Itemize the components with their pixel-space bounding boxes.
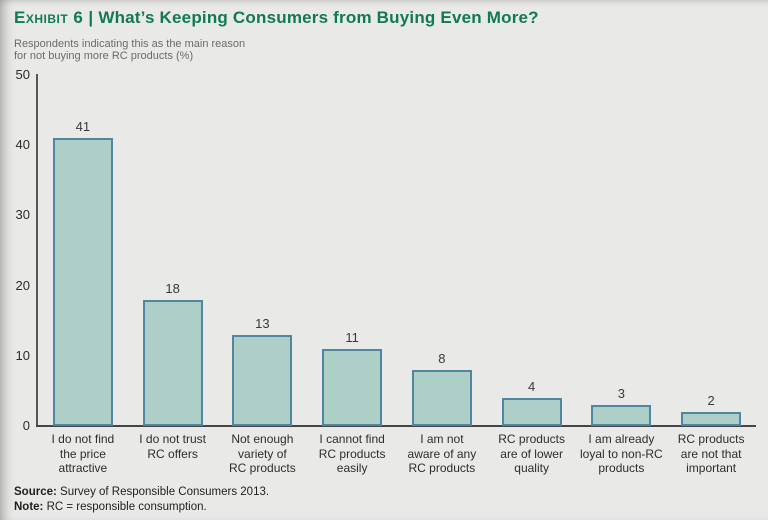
- bar-value-label: 4: [528, 378, 536, 394]
- note-label: Note:: [14, 500, 44, 513]
- bar-column: 13: [218, 75, 308, 426]
- bar: [322, 348, 383, 426]
- bar-column: 8: [397, 75, 487, 426]
- source-text: Survey of Responsible Consumers 2013.: [56, 486, 270, 498]
- category-label: I am not aware of any RC products: [407, 432, 477, 475]
- note-line: Note: RC = responsible consumption.: [14, 500, 269, 515]
- category-label: Not enough variety of RC products: [229, 432, 296, 475]
- source-line: Source: Survey of Responsible Consumers …: [14, 485, 269, 500]
- y-tick-label: 10: [15, 347, 30, 363]
- bar: [232, 334, 293, 426]
- bar-column: 3: [577, 75, 667, 426]
- x-axis-line: [36, 425, 756, 427]
- category-label: I do not trust RC offers: [139, 432, 206, 461]
- bar-column: 41: [38, 75, 128, 426]
- bar-column: 2: [666, 75, 756, 426]
- y-tick-label: 30: [15, 207, 30, 223]
- category-label: I do not find the price attractive: [51, 432, 115, 475]
- category-label: I am already loyal to non-RC products: [580, 432, 663, 475]
- exhibit-label: Exhibit 6: [14, 8, 84, 27]
- bar-value-label: 13: [255, 315, 270, 331]
- bar: [501, 397, 562, 426]
- chart-footnotes: Source: Survey of Responsible Consumers …: [14, 485, 269, 514]
- chart-subtitle: Respondents indicating this as the main …: [14, 38, 246, 62]
- category-label: RC products are not that important: [677, 432, 745, 475]
- y-tick-label: 40: [15, 137, 30, 153]
- note-text: RC = responsible consumption.: [43, 500, 207, 513]
- category-label: I cannot find RC products easily: [318, 432, 386, 475]
- category-labels: I do not find the price attractive I do n…: [38, 432, 756, 476]
- bar-value-label: 41: [75, 119, 91, 135]
- bar-column: 11: [307, 75, 397, 426]
- bar: [681, 411, 742, 426]
- chart-subtitle-line1: Respondents indicating this as the main …: [14, 38, 246, 50]
- bar-column: 18: [128, 75, 218, 426]
- y-tick-label: 50: [15, 67, 30, 82]
- bar-value-label: 18: [165, 280, 180, 296]
- bar-value-label: 2: [707, 392, 715, 408]
- y-tick-label: 0: [22, 418, 30, 433]
- bar: [411, 369, 472, 426]
- title-text: What’s Keeping Consumers from Buying Eve…: [98, 8, 539, 27]
- bar-value-label: 11: [345, 329, 359, 345]
- bar: [142, 299, 203, 426]
- chart-subtitle-line2: for not buying more RC products (%): [14, 49, 194, 62]
- page-title: Exhibit 6 | What’s Keeping Consumers from …: [14, 8, 539, 28]
- bar: [591, 404, 652, 426]
- category-label: RC products are of lower quality: [498, 432, 565, 475]
- bar-value-label: 3: [617, 385, 625, 401]
- bar-column: 4: [487, 75, 577, 426]
- plot-area: 41 18 13 11 8 4 3 2: [38, 75, 756, 426]
- source-label: Source:: [14, 486, 57, 498]
- title-separator: |: [88, 8, 94, 27]
- y-tick-label: 20: [15, 277, 30, 293]
- bar: [52, 138, 113, 426]
- bar-value-label: 8: [438, 350, 446, 366]
- y-axis-line: [36, 74, 38, 427]
